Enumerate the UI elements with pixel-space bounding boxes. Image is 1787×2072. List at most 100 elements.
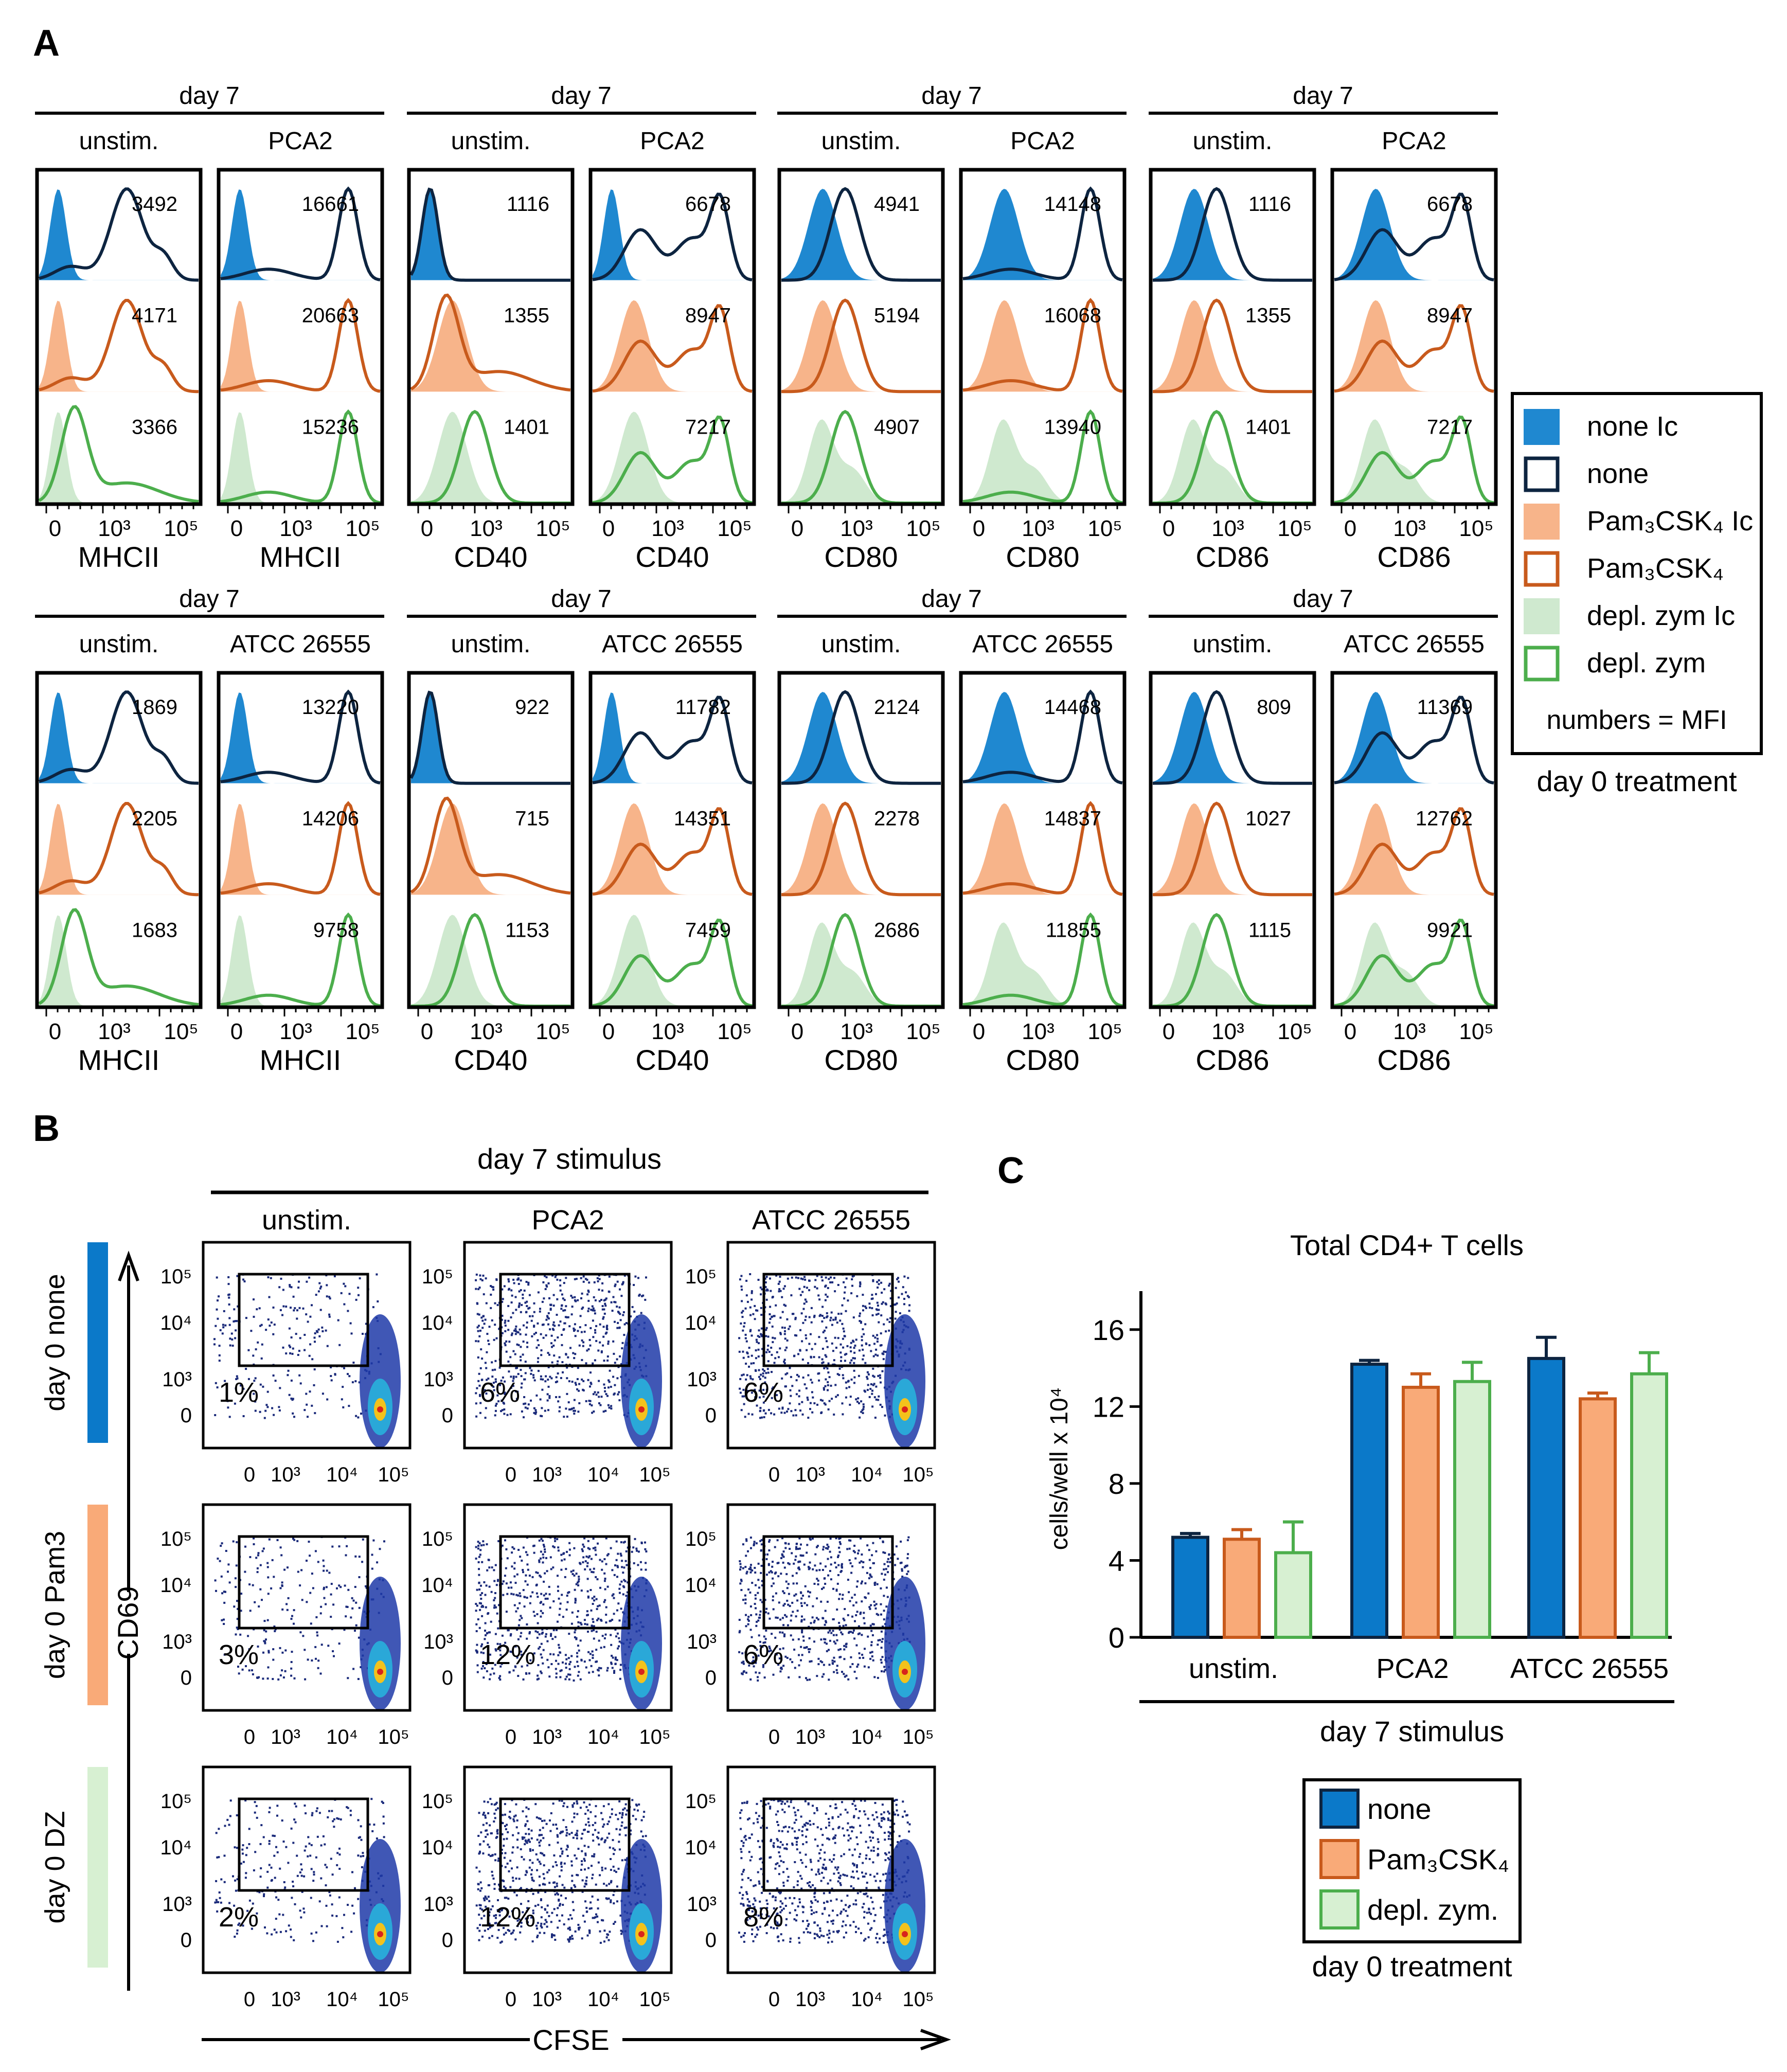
event-dot xyxy=(601,1869,603,1871)
event-dot xyxy=(841,1566,843,1569)
event-dot xyxy=(803,1618,806,1621)
event-dot xyxy=(299,1584,301,1587)
event-dot xyxy=(580,1869,582,1871)
event-dot xyxy=(556,1380,559,1383)
event-dot xyxy=(801,1278,804,1280)
event-dot xyxy=(279,1674,282,1676)
event-dot xyxy=(596,1915,599,1918)
event-dot xyxy=(531,1879,533,1881)
event-dot xyxy=(883,1288,886,1291)
event-dot xyxy=(764,1281,767,1283)
event-dot xyxy=(526,1305,528,1307)
event-dot xyxy=(522,1810,524,1813)
event-dot xyxy=(861,1553,863,1556)
event-dot xyxy=(505,1548,508,1550)
event-dot xyxy=(853,1637,856,1640)
event-dot xyxy=(333,1655,335,1657)
event-dot xyxy=(616,1576,618,1578)
event-dot xyxy=(574,1335,577,1337)
event-dot xyxy=(296,1874,299,1877)
event-dot xyxy=(881,1292,883,1294)
event-dot xyxy=(764,1641,766,1644)
event-dot xyxy=(582,1345,584,1347)
event-dot xyxy=(259,1383,262,1386)
event-dot xyxy=(784,1385,787,1388)
event-dot xyxy=(742,1567,744,1569)
event-dot xyxy=(293,1622,295,1625)
event-dot xyxy=(484,1930,486,1932)
event-dot xyxy=(810,1622,812,1624)
event-dot xyxy=(871,1314,874,1316)
event-dot xyxy=(543,1819,546,1822)
event-dot xyxy=(540,1653,542,1656)
event-dot xyxy=(525,1823,527,1826)
event-dot xyxy=(601,1919,603,1921)
event-dot xyxy=(557,1620,559,1623)
event-dot xyxy=(888,1284,890,1287)
event-dot xyxy=(496,1807,499,1810)
x-tick-label: 10⁵ xyxy=(639,1463,670,1486)
event-dot xyxy=(484,1816,487,1819)
event-dot xyxy=(625,1550,628,1552)
event-dot xyxy=(847,1822,849,1825)
event-dot xyxy=(795,1276,797,1279)
event-dot xyxy=(768,1650,771,1653)
event-dot xyxy=(790,1294,793,1297)
event-dot xyxy=(765,1558,768,1560)
event-dot xyxy=(520,1311,522,1313)
event-dot xyxy=(581,1850,583,1852)
x-tick-label: 10³ xyxy=(279,1019,312,1044)
event-dot xyxy=(749,1629,752,1631)
event-dot xyxy=(568,1542,571,1544)
event-dot xyxy=(865,1887,868,1889)
event-dot xyxy=(250,1330,253,1332)
event-dot xyxy=(289,1346,292,1348)
y-tick-label: 10⁴ xyxy=(421,1574,453,1597)
event-dot xyxy=(585,1362,587,1365)
x-tick-label: 10⁴ xyxy=(326,1726,358,1748)
event-dot xyxy=(821,1617,824,1619)
event-dot xyxy=(546,1570,548,1573)
event-dot xyxy=(319,1672,322,1675)
event-dot xyxy=(860,1582,863,1585)
event-dot xyxy=(612,1593,615,1596)
event-dot xyxy=(789,1367,791,1369)
event-dot xyxy=(882,1541,884,1543)
event-dot xyxy=(623,1566,626,1569)
event-dot xyxy=(864,1596,866,1599)
event-dot xyxy=(901,1576,904,1578)
event-dot xyxy=(792,1575,794,1577)
event-dot xyxy=(632,1815,634,1817)
event-dot xyxy=(307,1320,309,1323)
event-dot xyxy=(557,1835,559,1838)
event-dot xyxy=(604,1409,607,1412)
event-dot xyxy=(536,1869,539,1871)
column-label: unstim. xyxy=(262,1205,351,1236)
event-dot xyxy=(488,1846,491,1848)
event-dot xyxy=(800,1592,802,1594)
event-dot xyxy=(618,1833,621,1836)
event-dot xyxy=(787,1583,790,1585)
event-dot xyxy=(823,1638,826,1640)
event-dot xyxy=(483,1293,485,1296)
event-dot xyxy=(808,1651,810,1653)
event-dot xyxy=(489,1678,491,1681)
event-dot xyxy=(583,1857,585,1860)
event-dot xyxy=(807,1417,810,1419)
event-dot xyxy=(217,1558,219,1560)
event-dot xyxy=(477,1288,480,1291)
event-dot xyxy=(256,1308,258,1311)
event-dot xyxy=(739,1387,741,1390)
event-dot xyxy=(354,1586,356,1588)
event-dot xyxy=(749,1591,752,1594)
event-dot xyxy=(330,1616,332,1618)
y-tick-label: 10⁴ xyxy=(160,1312,192,1334)
gate-box xyxy=(762,1273,894,1367)
event-dot xyxy=(263,1620,266,1622)
event-dot xyxy=(574,1885,577,1888)
event-dot xyxy=(219,1329,222,1331)
event-dot xyxy=(753,1544,755,1546)
event-dot xyxy=(504,1380,506,1383)
event-dot xyxy=(602,1317,604,1320)
